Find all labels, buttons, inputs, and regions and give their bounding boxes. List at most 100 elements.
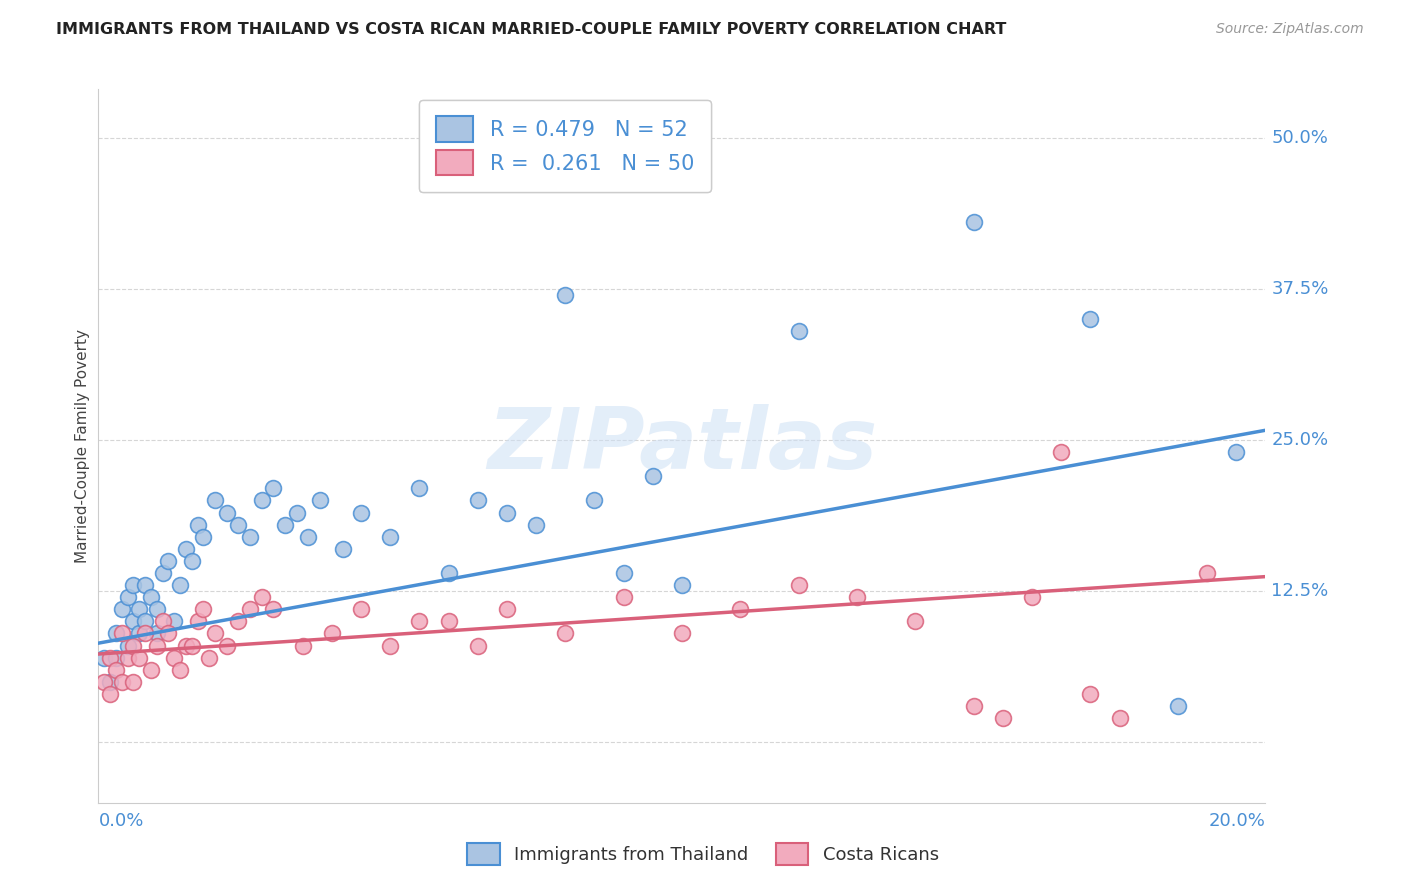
Point (122, 674, 145, 689)
Point (152, 615, 174, 629)
Point (117, 590, 139, 604)
Text: 50.0%: 50.0% (1271, 128, 1329, 146)
Point (274, 517, 297, 532)
Point (467, 639, 489, 653)
Point (193, 530, 215, 544)
Text: 0.0%: 0.0% (98, 813, 143, 830)
Point (215, 639, 238, 653)
Point (1195, 566, 1218, 580)
Point (169, 663, 191, 677)
Point (215, 506, 238, 520)
Point (495, 506, 517, 520)
Point (332, 541, 354, 556)
Point (228, 615, 250, 629)
Point (378, 530, 402, 544)
Point (204, 626, 226, 640)
Text: IMMIGRANTS FROM THAILAND VS COSTA RICAN MARRIED-COUPLE FAMILY POVERTY CORRELATIO: IMMIGRANTS FROM THAILAND VS COSTA RICAN … (56, 22, 1007, 37)
Point (845, 590, 868, 604)
Point (262, 602, 284, 616)
Legend: Immigrants from Thailand, Costa Ricans: Immigrants from Thailand, Costa Ricans (458, 834, 948, 874)
Point (128, 602, 150, 616)
Point (378, 639, 402, 653)
Point (350, 602, 373, 616)
Point (641, 469, 664, 483)
Point (122, 578, 145, 592)
Point (291, 639, 314, 653)
Point (671, 578, 693, 592)
Point (134, 615, 156, 629)
Point (98, 674, 121, 689)
Point (250, 590, 273, 604)
Point (98, 650, 121, 665)
Text: 25.0%: 25.0% (1271, 431, 1329, 449)
Point (787, 324, 810, 338)
Point (180, 554, 202, 568)
Point (111, 626, 134, 640)
Point (1108, 711, 1130, 725)
Point (93, 674, 115, 689)
Point (187, 615, 209, 629)
Point (583, 493, 606, 508)
Point (408, 615, 430, 629)
Point (174, 541, 197, 556)
Point (198, 650, 221, 665)
Point (163, 650, 186, 665)
Point (104, 650, 127, 665)
Point (728, 602, 751, 616)
Point (962, 699, 984, 714)
Point (250, 493, 273, 508)
Point (174, 639, 197, 653)
Point (904, 615, 927, 629)
Point (111, 602, 134, 616)
Point (146, 639, 169, 653)
Point (1050, 445, 1073, 459)
Point (350, 506, 373, 520)
Point (1080, 687, 1102, 701)
Point (787, 578, 810, 592)
Point (437, 566, 460, 580)
Point (1080, 312, 1102, 326)
Legend: R = 0.479   N = 52, R =  0.261   N = 50: R = 0.479 N = 52, R = 0.261 N = 50 (419, 100, 711, 192)
Point (187, 517, 209, 532)
Point (111, 674, 134, 689)
Point (157, 626, 180, 640)
Point (204, 493, 226, 508)
Point (146, 626, 169, 640)
Point (157, 554, 180, 568)
Point (309, 493, 332, 508)
Point (297, 530, 319, 544)
Point (285, 506, 308, 520)
Point (495, 602, 517, 616)
Point (98, 687, 121, 701)
Point (321, 626, 343, 640)
Text: 20.0%: 20.0% (1209, 813, 1265, 830)
Point (128, 626, 150, 640)
Point (104, 663, 127, 677)
Point (139, 663, 162, 677)
Point (612, 590, 634, 604)
Point (991, 711, 1014, 725)
Point (122, 615, 145, 629)
Point (139, 590, 162, 604)
Point (962, 215, 984, 229)
Point (128, 650, 150, 665)
Point (262, 481, 284, 495)
Y-axis label: Married-Couple Family Poverty: Married-Couple Family Poverty (75, 329, 90, 563)
Point (146, 602, 169, 616)
Point (152, 566, 174, 580)
Point (524, 517, 547, 532)
Text: 12.5%: 12.5% (1271, 582, 1329, 600)
Point (612, 566, 634, 580)
Point (193, 602, 215, 616)
Point (163, 615, 186, 629)
Point (554, 288, 576, 302)
Text: 37.5%: 37.5% (1271, 280, 1329, 298)
Point (1225, 445, 1247, 459)
Point (134, 578, 156, 592)
Point (122, 639, 145, 653)
Point (134, 626, 156, 640)
Text: Source: ZipAtlas.com: Source: ZipAtlas.com (1216, 22, 1364, 37)
Point (93, 650, 115, 665)
Point (117, 650, 139, 665)
Point (1167, 699, 1189, 714)
